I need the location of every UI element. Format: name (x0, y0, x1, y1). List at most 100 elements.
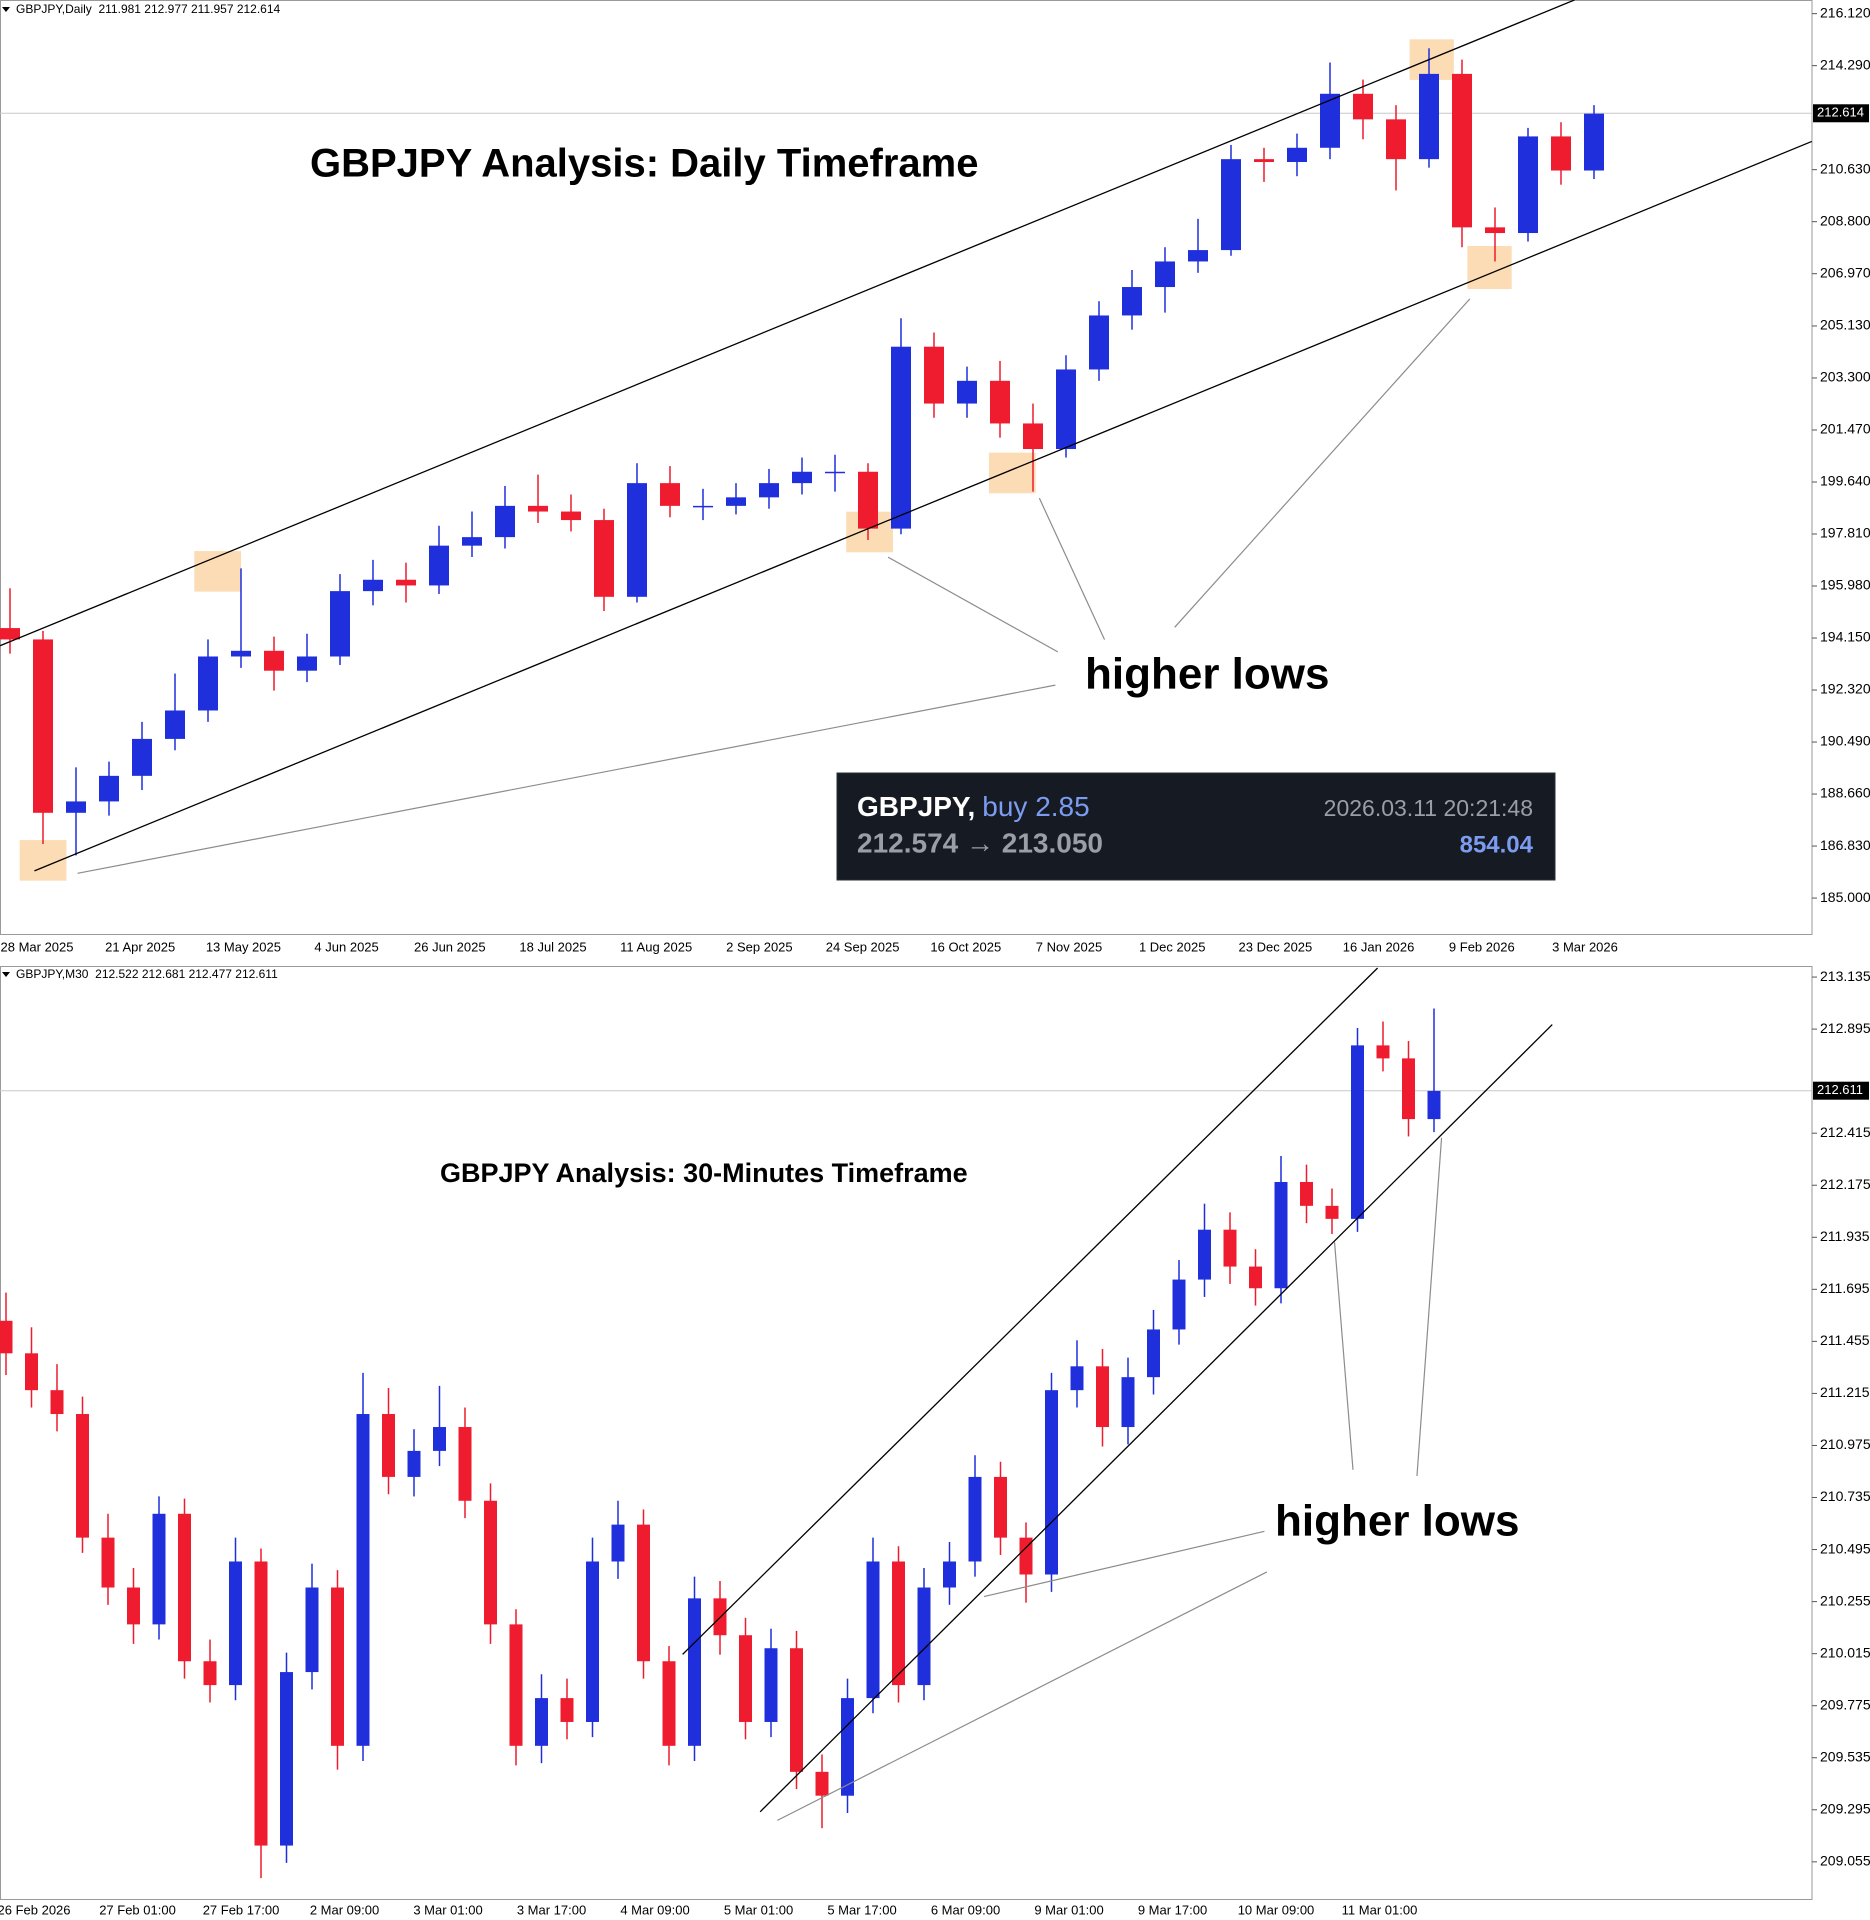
candle-body (330, 591, 350, 657)
candle-body (892, 1561, 905, 1686)
x-tick-label: 3 Mar 17:00 (517, 1902, 586, 1917)
pointer-line (777, 1571, 1268, 1821)
candle-body (99, 775, 119, 802)
candle-body (132, 738, 152, 776)
x-tick-label: 9 Mar 17:00 (1138, 1902, 1207, 1917)
pointer-line (1333, 1242, 1354, 1470)
candle-body (231, 650, 251, 657)
y-tick-label: 199.640 (1820, 473, 1870, 489)
y-tick-label: 188.660 (1820, 785, 1870, 801)
candle-body (1096, 1366, 1109, 1428)
x-tick-label: 4 Mar 09:00 (620, 1902, 689, 1917)
candle-body (1122, 287, 1142, 316)
candle-body (203, 1661, 217, 1686)
candle-body (331, 1587, 344, 1746)
candle-body (1274, 1181, 1288, 1289)
candle-body (50, 1390, 64, 1415)
candle-body (660, 483, 680, 506)
y-tick-label: 212.895 (1820, 1020, 1870, 1036)
x-tick-label: 18 Jul 2025 (519, 939, 586, 954)
header-arrow (2, 7, 10, 12)
chart-header: GBPJPY,M30 212.522 212.681 212.477 212.6… (16, 967, 278, 981)
candle-body (790, 1648, 803, 1772)
candle-body (1254, 159, 1274, 162)
candle-body (1019, 1537, 1033, 1575)
candle-body (924, 346, 944, 404)
candle-body (528, 505, 548, 512)
x-tick-label: 28 Mar 2025 (1, 939, 74, 954)
candle-body (198, 656, 218, 711)
candle-body (1198, 1229, 1211, 1280)
trade-side: buy 2.85 (982, 791, 1089, 822)
y-tick-label: 209.295 (1820, 1800, 1870, 1816)
candle-body (254, 1561, 268, 1846)
candle-body (407, 1450, 421, 1477)
candle-body (76, 1414, 89, 1538)
candle-body (152, 1513, 166, 1625)
y-tick-label: 192.320 (1820, 681, 1870, 697)
y-tick-label: 209.535 (1820, 1748, 1870, 1764)
candle-body (1427, 1090, 1441, 1120)
candle-body (535, 1698, 548, 1746)
candle-body (127, 1587, 140, 1625)
candle-body (0, 1320, 13, 1354)
y-tick-label: 210.630 (1820, 160, 1870, 176)
pointer-line (77, 684, 1056, 874)
candle-body (662, 1661, 676, 1746)
x-tick-label: 4 Jun 2025 (314, 939, 378, 954)
candle-body (305, 1587, 319, 1673)
x-tick-label: 16 Jan 2026 (1343, 939, 1415, 954)
x-tick-label: 7 Nov 2025 (1036, 939, 1103, 954)
y-tick-label: 211.935 (1820, 1228, 1870, 1244)
trade-panel (836, 772, 1556, 881)
y-tick-label: 209.055 (1820, 1853, 1870, 1869)
chart-header: GBPJPY,Daily 211.981 212.977 211.957 212… (16, 2, 281, 16)
candle-body (726, 497, 746, 506)
x-tick-label: 13 May 2025 (206, 939, 281, 954)
candle-body (1287, 147, 1307, 162)
header-arrow (2, 972, 10, 977)
candle-body (627, 483, 647, 597)
candle-body (1223, 1229, 1237, 1267)
candle-body (968, 1476, 982, 1562)
candle-body (560, 1698, 574, 1722)
y-tick-label: 210.255 (1820, 1592, 1870, 1608)
y-tick-label: 205.130 (1820, 317, 1870, 333)
candle-body (1147, 1329, 1160, 1378)
x-tick-label: 11 Aug 2025 (620, 939, 692, 954)
y-tick-label: 210.495 (1820, 1540, 1870, 1556)
candle-body (825, 471, 845, 474)
y-tick-label: 210.015 (1820, 1644, 1870, 1660)
trade-symbol: GBPJPY, (857, 791, 975, 822)
candle-body (764, 1648, 778, 1722)
pointer-line (1174, 298, 1471, 628)
last-price-label: 212.611 (1817, 1082, 1863, 1097)
y-tick-label: 203.300 (1820, 369, 1870, 385)
candle-body (1584, 113, 1604, 171)
y-tick-label: 186.830 (1820, 837, 1870, 853)
candle-body (484, 1500, 497, 1625)
pointer-line (887, 556, 1059, 653)
y-tick-label: 195.980 (1820, 577, 1870, 593)
candle-body (280, 1672, 293, 1846)
candle-body (363, 579, 383, 592)
candle-body (1320, 93, 1340, 148)
candle-body (943, 1561, 956, 1588)
candle-body (1045, 1390, 1058, 1575)
candle-body (693, 505, 713, 508)
candle-body (1070, 1366, 1084, 1391)
pointer-line (983, 1530, 1265, 1598)
x-tick-label: 27 Feb 01:00 (99, 1902, 176, 1917)
y-tick-label: 211.455 (1820, 1332, 1870, 1348)
x-tick-label: 9 Mar 01:00 (1034, 1902, 1103, 1917)
y-tick-label: 210.975 (1820, 1436, 1870, 1452)
candle-body (1155, 261, 1175, 288)
x-tick-label: 26 Feb 2026 (0, 1902, 71, 1917)
candle-body (1551, 136, 1571, 171)
x-tick-label: 5 Mar 17:00 (827, 1902, 896, 1917)
candle-body (1056, 369, 1076, 450)
x-tick-label: 26 Jun 2025 (414, 939, 486, 954)
candle-body (611, 1524, 625, 1562)
candle-body (1325, 1205, 1339, 1219)
